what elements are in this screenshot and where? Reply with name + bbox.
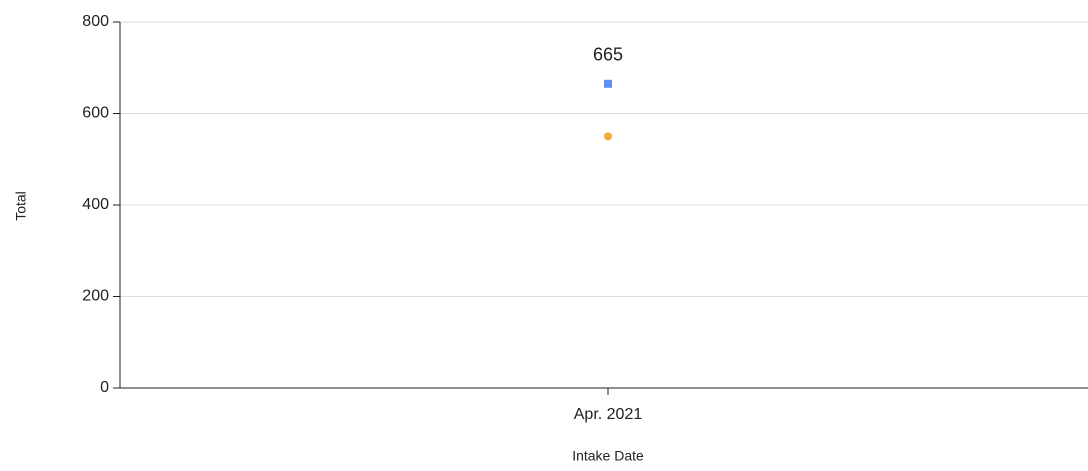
y-tick-label: 0 — [100, 379, 109, 396]
x-axis-title: Intake Date — [572, 448, 644, 464]
point — [604, 132, 612, 141]
x-tick-label: Apr. 2021 — [574, 406, 643, 423]
y-axis-title: Total — [13, 191, 29, 221]
y-tick-label: 400 — [82, 196, 109, 213]
y-tick-label: 800 — [82, 13, 109, 30]
y-tick-label: 600 — [82, 105, 109, 122]
data-label: 665 — [593, 45, 623, 65]
y-tick-label: 200 — [82, 288, 109, 305]
point — [604, 79, 612, 88]
